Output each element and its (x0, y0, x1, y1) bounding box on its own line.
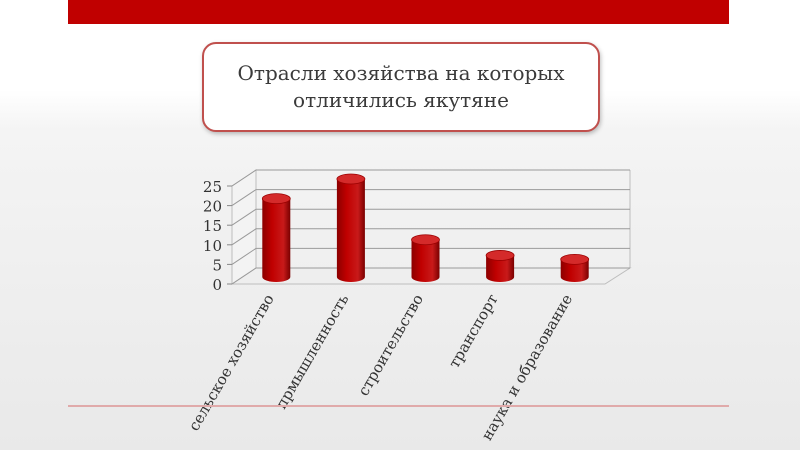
bar (411, 234, 440, 282)
bar (485, 250, 515, 282)
y-tick-label: 5 (212, 256, 222, 274)
bar (261, 193, 291, 282)
gridline (231, 189, 630, 207)
x-category-label: строительство (354, 291, 427, 399)
chart-title: Отрасли хозяйства на которых отличились … (237, 61, 565, 112)
x-category-label: транспорт (445, 291, 502, 371)
bars (261, 173, 590, 282)
bottom-divider (68, 405, 729, 407)
gridline (231, 228, 630, 246)
x-category-label: прмышленность (272, 291, 352, 412)
y-tick-label: 25 (203, 178, 222, 196)
bar-body (336, 179, 365, 282)
bar-body (560, 259, 589, 282)
gridline (231, 247, 630, 265)
x-category-label: сельское хозяйство (185, 291, 278, 434)
bar-top (336, 173, 366, 185)
top-accent-bar (68, 0, 729, 24)
bar-top (560, 253, 590, 265)
bar (336, 173, 366, 282)
side-wall (231, 169, 257, 285)
y-tick-label: 0 (212, 276, 222, 294)
bar-body (411, 239, 440, 282)
y-tick-label: 20 (203, 198, 222, 216)
bar-top (261, 193, 291, 205)
chart-title-box: Отрасли хозяйства на которых отличились … (202, 42, 600, 132)
y-tick-label: 15 (203, 217, 222, 235)
gridlines (231, 169, 630, 285)
bar-body (486, 255, 515, 282)
bar-top (485, 250, 515, 261)
gridline (231, 169, 630, 187)
bar (560, 253, 590, 282)
gridline (231, 208, 630, 226)
y-tick-label: 10 (203, 237, 222, 255)
bar-top (411, 234, 440, 246)
bar-body (262, 198, 291, 282)
